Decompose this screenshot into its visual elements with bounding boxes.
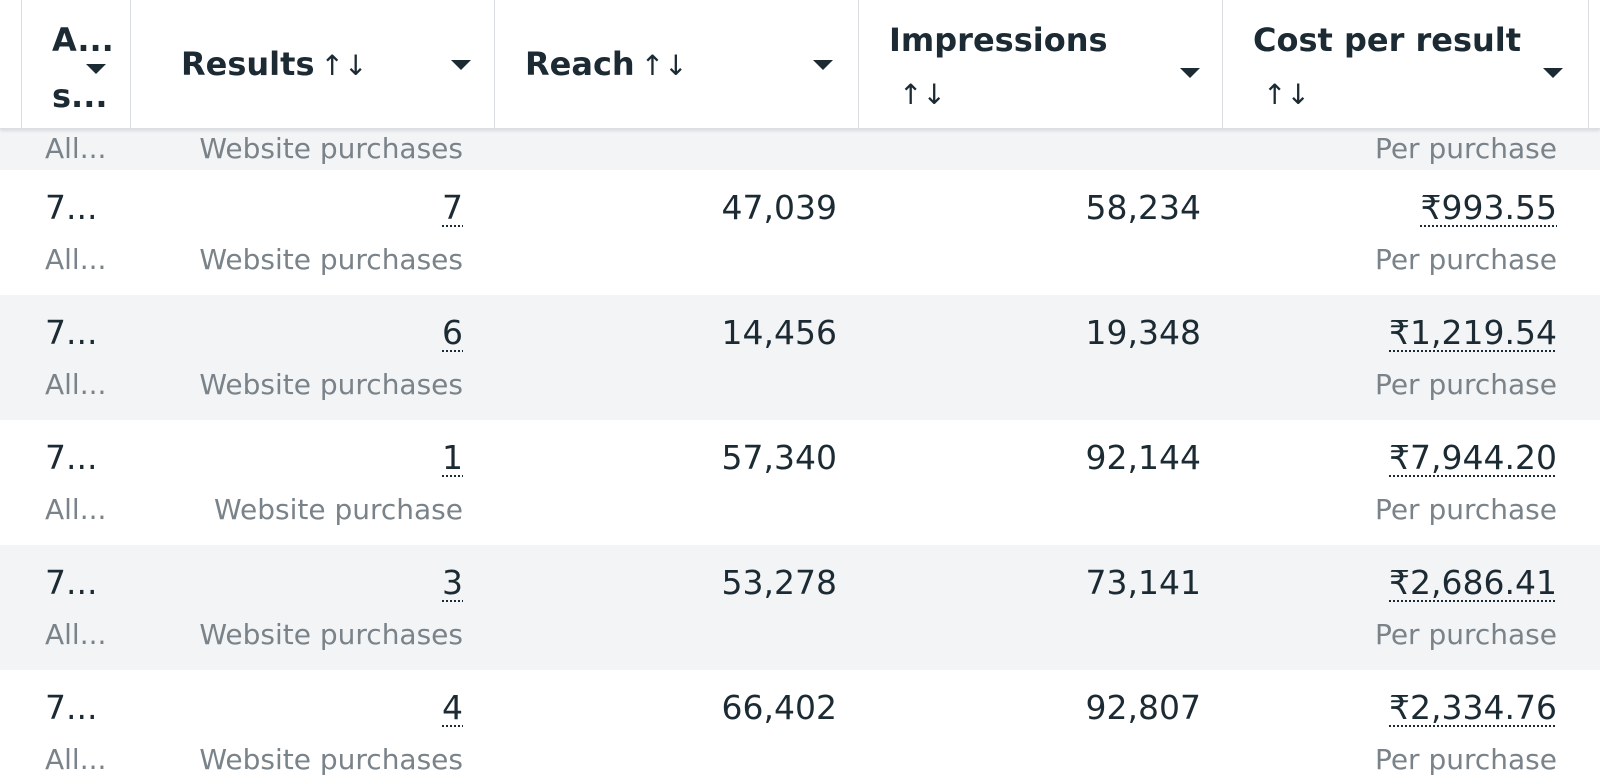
impressions-value: 92,144	[1085, 438, 1201, 477]
cost-value[interactable]: ₹2,686.41	[1389, 563, 1557, 602]
impressions-value: 92,807	[1085, 688, 1201, 727]
column-header-reach-label: Reach ↑↓	[525, 45, 688, 83]
column-header-results-label: Results ↑↓	[181, 45, 368, 83]
results-value[interactable]: 3	[442, 563, 463, 602]
account-name[interactable]: 7...	[45, 688, 98, 727]
results-subtext: Website purchases	[199, 368, 463, 401]
results-value[interactable]: 4	[442, 688, 463, 727]
account-subtext: All...	[45, 243, 107, 276]
account-subtext: All...	[45, 368, 107, 401]
header-edge	[0, 0, 22, 128]
cost-subtext: Per purchase	[1374, 243, 1557, 276]
impressions-value: 19,348	[1085, 313, 1201, 352]
sort-icon[interactable]: ↑↓	[899, 78, 946, 111]
account-name[interactable]: 7...	[45, 313, 98, 352]
reach-value: 57,340	[721, 438, 837, 477]
chevron-down-icon[interactable]	[1180, 68, 1200, 78]
sort-icon[interactable]: ↑↓	[640, 49, 688, 82]
column-header-impressions-label: Impressions	[889, 21, 1108, 59]
account-name[interactable]: 7...	[45, 563, 98, 602]
chevron-down-icon[interactable]	[451, 60, 471, 70]
account-subtext: All...	[45, 493, 107, 526]
column-header-cost-per-result-label: Cost per result	[1253, 21, 1522, 59]
results-value[interactable]: 6	[442, 313, 463, 352]
results-value[interactable]: 7	[442, 188, 463, 227]
table-row[interactable]: 7... All... 1 Website purchase 57,340 92…	[0, 420, 1600, 545]
column-header-account[interactable]: A... s...	[22, 0, 131, 128]
results-value[interactable]: 1	[442, 438, 463, 477]
results-subtext: Website purchases	[199, 132, 463, 165]
table-row[interactable]: 7... All... 4 Website purchases 66,402 9…	[0, 670, 1600, 781]
sort-icon[interactable]: ↑↓	[1263, 78, 1310, 111]
impressions-value: 58,234	[1085, 188, 1201, 227]
cost-value[interactable]: ₹2,334.76	[1389, 688, 1557, 727]
cost-value[interactable]: ₹993.55	[1420, 188, 1557, 227]
table-header: A... s... Results ↑↓ Reach ↑↓ Impressions …	[0, 0, 1600, 129]
cost-subtext: Per purchase	[1374, 618, 1557, 651]
column-header-account-line2: s...	[52, 77, 108, 115]
cost-value[interactable]: ₹1,219.54	[1389, 313, 1557, 352]
impressions-value: 73,141	[1085, 563, 1201, 602]
results-subtext: Website purchases	[199, 618, 463, 651]
cost-subtext: Per purchase	[1374, 368, 1557, 401]
cost-subtext: Per purchase	[1374, 132, 1557, 165]
table-row[interactable]: 7... All... 3 Website purchases 53,278 7…	[0, 545, 1600, 670]
table-row[interactable]: 7... All... 7 Website purchases 47,039 5…	[0, 170, 1600, 295]
results-subtext: Website purchases	[199, 743, 463, 776]
reach-value: 47,039	[721, 188, 837, 227]
sort-icon[interactable]: ↑↓	[320, 49, 368, 82]
column-header-cost-per-result[interactable]: Cost per result ↑↓	[1223, 0, 1589, 128]
chevron-down-icon[interactable]	[813, 60, 833, 70]
column-header-reach[interactable]: Reach ↑↓	[495, 0, 859, 128]
table-row[interactable]: 7... All... 6 Website purchases 14,456 1…	[0, 295, 1600, 420]
account-subtext: All...	[45, 618, 107, 651]
cost-value[interactable]: ₹7,944.20	[1389, 438, 1557, 477]
results-subtext: Website purchases	[199, 243, 463, 276]
account-name[interactable]: 7...	[45, 438, 98, 477]
reach-value: 53,278	[721, 563, 837, 602]
cost-subtext: Per purchase	[1374, 743, 1557, 776]
account-subtext: All...	[45, 743, 107, 776]
chevron-down-icon[interactable]	[1543, 68, 1563, 78]
column-header-account-line1: A...	[52, 21, 114, 59]
chevron-down-icon[interactable]	[86, 64, 106, 74]
column-header-results[interactable]: Results ↑↓	[131, 0, 495, 128]
column-header-impressions[interactable]: Impressions ↑↓	[859, 0, 1223, 128]
account-name[interactable]: 7...	[45, 188, 98, 227]
reach-value: 66,402	[721, 688, 837, 727]
account-subtext: All...	[45, 132, 107, 165]
reach-value: 14,456	[721, 313, 837, 352]
cost-subtext: Per purchase	[1374, 493, 1557, 526]
results-subtext: Website purchase	[213, 493, 463, 526]
